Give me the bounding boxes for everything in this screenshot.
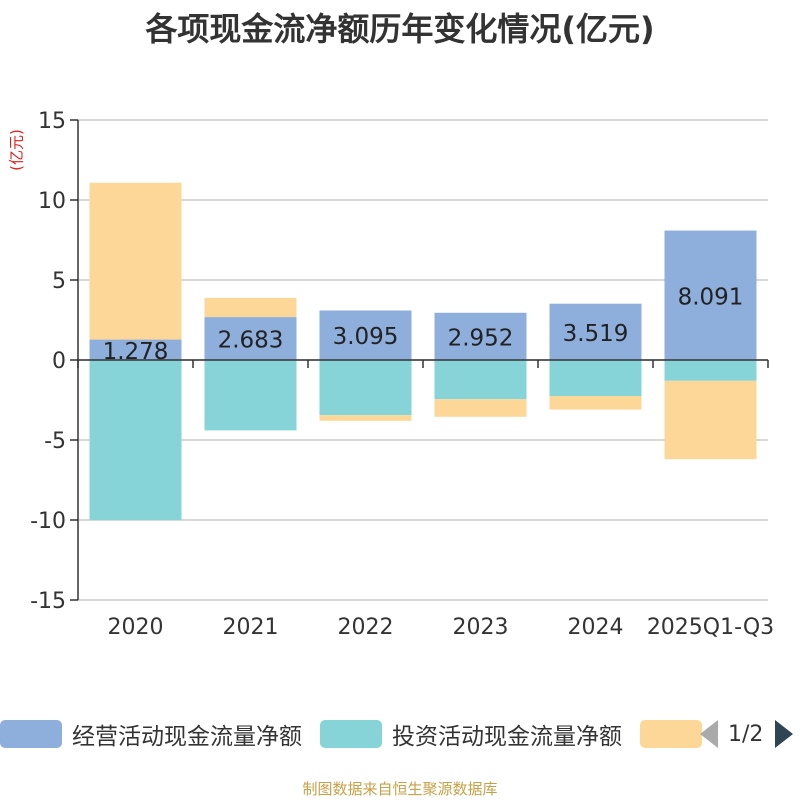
data-label: 3.519 — [563, 321, 629, 347]
legend-swatch-operating — [0, 720, 62, 748]
bar-series3-2023 — [434, 399, 527, 417]
legend-label-investing: 投资活动现金流量净额 — [392, 724, 622, 750]
bar-series2-2022 — [319, 360, 412, 416]
legend-item-financing-cash-flow[interactable] — [640, 716, 712, 752]
data-label: 2.683 — [218, 328, 284, 354]
bar-series1-2020 — [89, 339, 182, 360]
legend-item-investing-cash-flow[interactable]: 投资活动现金流量净额 — [320, 716, 622, 752]
legend-prev-page-icon[interactable] — [700, 720, 718, 748]
bar-series2-2024 — [549, 360, 642, 396]
legend-pager: 1/2 — [700, 716, 794, 752]
bar-series2-2020 — [89, 360, 182, 520]
y-tick-label: -5 — [44, 429, 66, 454]
x-tick-label: 2024 — [568, 615, 624, 640]
x-tick-label: 2020 — [108, 615, 164, 640]
bar-series3-2021 — [204, 297, 297, 318]
legend-next-page-icon[interactable] — [775, 720, 794, 748]
y-tick-label: 10 — [38, 189, 66, 214]
y-tick-label: -15 — [30, 589, 66, 614]
y-tick-label: 0 — [52, 349, 66, 374]
bar-series2-2023 — [434, 360, 527, 400]
bar-series2-2025q1-q3 — [664, 360, 757, 381]
x-tick-label: 2021 — [223, 615, 279, 640]
data-label: 2.952 — [448, 325, 514, 351]
bar-series1-2024 — [549, 303, 642, 360]
y-tick-label: 5 — [52, 269, 66, 294]
legend: 经营活动现金流量净额 投资活动现金流量净额 1/2 — [0, 716, 800, 752]
data-label: 3.095 — [333, 324, 399, 350]
bar-series2-2021 — [204, 360, 297, 431]
y-tick-label: -10 — [30, 509, 66, 534]
bar-series1-2025q1-q3 — [664, 230, 757, 360]
x-tick-label: 2025Q1-Q3 — [647, 615, 774, 640]
data-label: 8.091 — [678, 284, 744, 310]
bar-series3-2024 — [549, 396, 642, 410]
data-source-note: 制图数据来自恒生聚源数据库 — [302, 780, 498, 798]
x-tick-label: 2023 — [453, 615, 509, 640]
x-tick-label: 2022 — [338, 615, 394, 640]
chart-title: 各项现金流净额历年变化情况(亿元) — [145, 10, 655, 48]
legend-label-operating: 经营活动现金流量净额 — [72, 724, 302, 750]
bar-series1-2022 — [319, 310, 412, 360]
bar-series3-2022 — [319, 415, 412, 421]
legend-swatch-investing — [320, 720, 382, 748]
y-tick-label: 15 — [38, 109, 66, 134]
legend-page-indicator: 1/2 — [728, 721, 764, 747]
legend-swatch-financing — [640, 720, 702, 748]
bar-series3-2020 — [89, 182, 182, 340]
bar-series3-2025q1-q3 — [664, 380, 757, 460]
bar-series1-2021 — [204, 317, 297, 360]
legend-item-operating-cash-flow[interactable]: 经营活动现金流量净额 — [0, 716, 302, 752]
bar-series1-2023 — [434, 312, 527, 360]
